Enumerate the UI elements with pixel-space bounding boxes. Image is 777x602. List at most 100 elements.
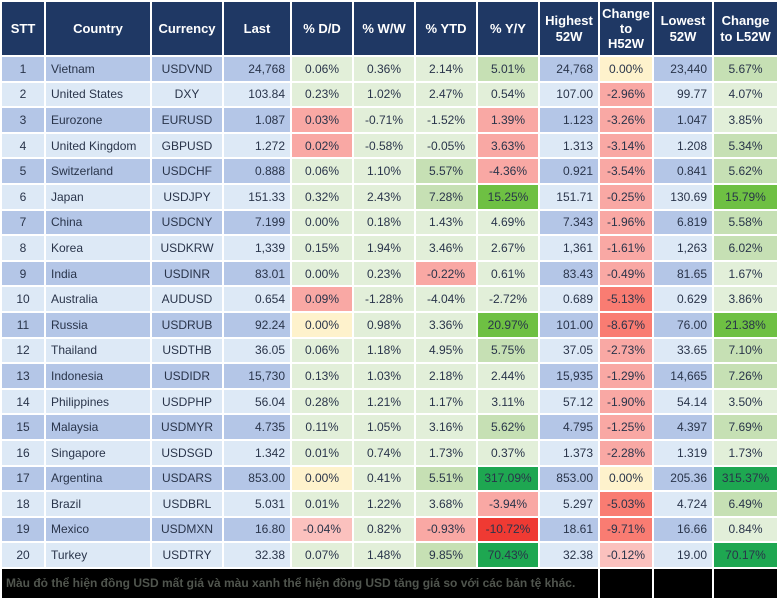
cell-ww: 1.03% (352, 362, 416, 390)
cell-last: 24,768 (222, 55, 292, 83)
cell-ww: 0.98% (352, 310, 416, 339)
cell-ytd: -4.04% (414, 285, 478, 313)
cell-ww: 0.23% (352, 259, 416, 288)
cell-last: 1.087 (222, 106, 292, 134)
cell-currency: USDSGD (150, 438, 224, 467)
cell-low52: 0.841 (652, 157, 714, 185)
cell-ww: 1.94% (352, 234, 416, 262)
cell-ytd: 3.16% (414, 413, 478, 441)
cell-stt: 2 (0, 80, 46, 109)
cell-high52: 18.61 (538, 515, 600, 544)
cell-currency: GBPUSD (150, 131, 224, 160)
table-row: 2 United States DXY 103.84 0.23% 1.02% 2.47% 0.… (0, 80, 777, 109)
col-header-stt: STT (0, 0, 46, 57)
cell-high52: 57.12 (538, 387, 600, 416)
cell-high52: 0.921 (538, 157, 600, 185)
cell-high52: 1,361 (538, 234, 600, 262)
cell-stt: 9 (0, 259, 46, 288)
cell-chg-h52: -0.49% (598, 259, 654, 288)
cell-yy: 5.75% (476, 336, 540, 365)
cell-ytd: 5.57% (414, 157, 478, 185)
cell-chg-l52: 7.26% (712, 362, 777, 390)
table-row: 9 India USDINR 83.01 0.00% 0.23% -0.22% 0.61% 83… (0, 259, 777, 288)
table-row: 16 Singapore USDSGD 1.342 0.01% 0.74% 1.73% 0.3… (0, 438, 777, 467)
cell-ytd: 7.28% (414, 182, 478, 211)
cell-chg-l52: 7.69% (712, 413, 777, 441)
cell-country: Mexico (44, 515, 152, 544)
cell-chg-h52: -5.13% (598, 285, 654, 313)
cell-last: 7.199 (222, 208, 292, 237)
table-row: 12 Thailand USDTHB 36.05 0.06% 1.18% 4.95% 5.75… (0, 336, 777, 365)
cell-high52: 37.05 (538, 336, 600, 365)
table-row: 17 Argentina USDARS 853.00 0.00% 0.41% 5.51% 31… (0, 464, 777, 493)
table-row: 14 Philippines USDPHP 56.04 0.28% 1.21% 1.17% 3… (0, 387, 777, 416)
cell-stt: 19 (0, 515, 46, 544)
cell-low52: 4.724 (652, 490, 714, 518)
cell-country: Vietnam (44, 55, 152, 83)
cell-ww: 0.74% (352, 438, 416, 467)
cell-stt: 17 (0, 464, 46, 493)
table-row: 6 Japan USDJPY 151.33 0.32% 2.43% 7.28% 15.25% 1… (0, 182, 777, 211)
cell-low52: 16.66 (652, 515, 714, 544)
table-footer: Màu đỏ thể hiện đồng USD mất giá và màu … (0, 566, 777, 600)
cell-yy: 70.43% (476, 541, 540, 569)
cell-ww: 0.36% (352, 55, 416, 83)
cell-chg-h52: 0.00% (598, 464, 654, 493)
cell-country: India (44, 259, 152, 288)
cell-ww: 1.21% (352, 387, 416, 416)
cell-low52: 4.397 (652, 413, 714, 441)
cell-currency: USDBRL (150, 490, 224, 518)
cell-country: Russia (44, 310, 152, 339)
cell-yy: 3.63% (476, 131, 540, 160)
cell-stt: 18 (0, 490, 46, 518)
cell-chg-l52: 3.50% (712, 387, 777, 416)
table-row: 4 United Kingdom GBPUSD 1.272 0.02% -0.58% -0.… (0, 131, 777, 160)
cell-last: 103.84 (222, 80, 292, 109)
cell-ww: 1.22% (352, 490, 416, 518)
col-header-chg-h52: Change to H52W (598, 0, 654, 57)
cell-stt: 16 (0, 438, 46, 467)
cell-ytd: 3.36% (414, 310, 478, 339)
cell-last: 92.24 (222, 310, 292, 339)
cell-ww: 0.82% (352, 515, 416, 544)
cell-chg-h52: -5.03% (598, 490, 654, 518)
cell-ytd: 4.95% (414, 336, 478, 365)
cell-chg-h52: -1.96% (598, 208, 654, 237)
cell-dd: 0.00% (290, 464, 354, 493)
col-header-dd: % D/D (290, 0, 354, 57)
cell-high52: 83.43 (538, 259, 600, 288)
footer-cell-chg-h52 (598, 566, 654, 600)
col-header-ww: % W/W (352, 0, 416, 57)
cell-stt: 12 (0, 336, 46, 365)
cell-low52: 6.819 (652, 208, 714, 237)
col-header-low52: Lowest 52W (652, 0, 714, 57)
cell-high52: 1.373 (538, 438, 600, 467)
cell-last: 36.05 (222, 336, 292, 365)
cell-yy: 0.54% (476, 80, 540, 109)
cell-ytd: -0.93% (414, 515, 478, 544)
cell-currency: USDCNY (150, 208, 224, 237)
cell-last: 0.654 (222, 285, 292, 313)
cell-last: 151.33 (222, 182, 292, 211)
cell-country: Indonesia (44, 362, 152, 390)
table-row: 5 Switzerland USDCHF 0.888 0.06% 1.10% 5.57% -4… (0, 157, 777, 185)
cell-high52: 32.38 (538, 541, 600, 569)
cell-currency: USDINR (150, 259, 224, 288)
cell-chg-h52: 0.00% (598, 55, 654, 83)
cell-ww: 0.18% (352, 208, 416, 237)
cell-ww: 2.43% (352, 182, 416, 211)
cell-chg-l52: 3.86% (712, 285, 777, 313)
cell-high52: 1.123 (538, 106, 600, 134)
cell-chg-h52: -3.26% (598, 106, 654, 134)
cell-chg-h52: -3.54% (598, 157, 654, 185)
cell-chg-l52: 15.79% (712, 182, 777, 211)
cell-last: 853.00 (222, 464, 292, 493)
cell-currency: USDPHP (150, 387, 224, 416)
cell-currency: USDRUB (150, 310, 224, 339)
cell-last: 0.888 (222, 157, 292, 185)
cell-stt: 4 (0, 131, 46, 160)
cell-last: 83.01 (222, 259, 292, 288)
cell-ytd: 1.73% (414, 438, 478, 467)
cell-low52: 76.00 (652, 310, 714, 339)
cell-ytd: 3.68% (414, 490, 478, 518)
